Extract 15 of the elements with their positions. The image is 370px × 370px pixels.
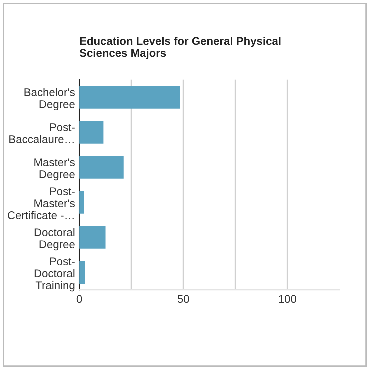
y-tick-label: Post- Baccalaure… [10, 124, 75, 144]
x-tick-label: 100 [279, 295, 296, 304]
x-tick-label: 0 [76, 295, 82, 304]
bar [80, 121, 104, 144]
y-tick-label: Doctoral Degree [34, 228, 75, 251]
chart-title: Education Levels for General Physical Sciences Majors [80, 37, 281, 60]
bar [80, 86, 180, 109]
bar [80, 261, 86, 284]
bar [80, 226, 106, 249]
y-tick-label: Bachelor's Degree [24, 88, 75, 111]
bar [80, 156, 124, 179]
y-tick-label: Post- Master's Certificate -… [8, 188, 75, 220]
x-tick-label: 50 [178, 295, 190, 304]
y-tick-label: Post- Doctoral Training [34, 258, 75, 292]
y-tick-label: Master's Degree [34, 158, 75, 181]
